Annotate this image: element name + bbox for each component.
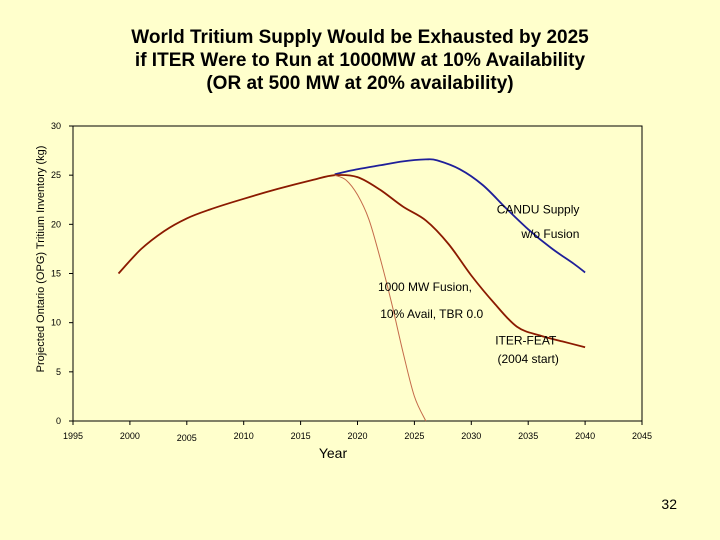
annotation-label: 10% Avail, TBR 0.0	[380, 307, 483, 321]
annotation-label: ITER-FEAT	[495, 333, 557, 347]
annotation-label: (2004 start)	[497, 352, 558, 366]
x-tick-label: 2035	[518, 431, 538, 441]
page-number: 32	[661, 496, 677, 512]
x-tick-label: 2030	[461, 431, 481, 441]
x-tick-label: 1995	[63, 431, 83, 441]
series-line-3	[334, 174, 427, 422]
x-tick-label: 2010	[234, 431, 254, 441]
title-line-3: (OR at 500 MW at 20% availability)	[206, 73, 514, 94]
plot-frame	[72, 125, 643, 422]
x-tick-label: 2015	[291, 431, 311, 441]
chart-annotations: CANDU Supply w/o Fusion 1000 MW Fusion, 10%…	[378, 203, 579, 366]
series-line-1	[334, 158, 586, 274]
y-tick-label: 20	[51, 219, 61, 229]
annotation-label: CANDU Supply	[497, 203, 580, 217]
x-tick-label: 2000	[120, 431, 140, 441]
annotation-label: 1000 MW Fusion,	[378, 280, 472, 294]
slide-title: World Tritium Supply Would be Exhausted …	[0, 26, 720, 95]
x-axis-label: Year	[319, 445, 348, 461]
x-tick-label: 2045	[632, 431, 652, 441]
y-tick-label: 0	[56, 416, 61, 426]
x-tick-label: 2005	[177, 433, 197, 443]
y-tick-label: 25	[51, 170, 61, 180]
x-tick-label: 2040	[575, 431, 595, 441]
y-tick-label: 5	[56, 367, 61, 377]
y-axis-label: Projected Ontario (OPG) Tritium Inventor…	[35, 146, 47, 373]
y-tick-label: 10	[51, 318, 61, 328]
title-line-1: World Tritium Supply Would be Exhausted …	[131, 27, 589, 48]
title-line-2: if ITER Were to Run at 1000MW at 10% Ava…	[134, 50, 586, 71]
annotation-label: w/o Fusion	[520, 227, 579, 241]
y-tick-label: 15	[51, 269, 61, 279]
x-tick-label: 2020	[347, 431, 367, 441]
y-tick-label: 30	[51, 121, 61, 131]
chart-series	[117, 158, 586, 422]
x-tick-label: 2025	[404, 431, 424, 441]
series-line-2	[117, 174, 586, 349]
